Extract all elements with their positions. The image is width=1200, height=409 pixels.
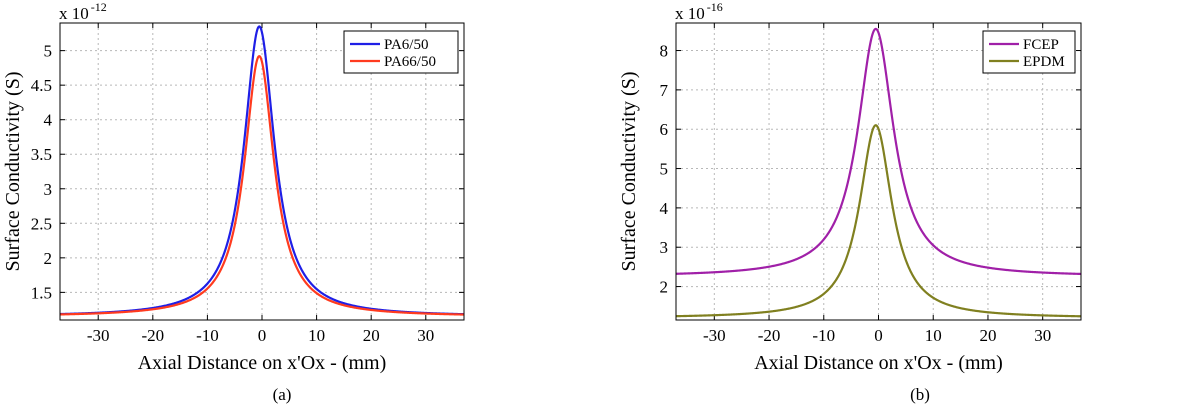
y-axis-label: Surface Conductivity (S) xyxy=(2,72,24,272)
y-tick-label: 2 xyxy=(660,278,669,297)
y-axis-label: Surface Conductivity (S) xyxy=(618,72,640,272)
legend-box xyxy=(982,30,1076,74)
y-multiplier-base: x 10 xyxy=(675,4,705,23)
y-tick-label: 4 xyxy=(44,111,53,130)
series-line-pa66-50 xyxy=(59,54,465,316)
x-tick-label: 10 xyxy=(308,326,325,345)
x-tick-label: 0 xyxy=(258,326,267,345)
series-line-epdm xyxy=(675,124,1082,318)
y-tick-label: 8 xyxy=(660,42,669,61)
x-axis-label: Axial Distance on x'Ox - (mm) xyxy=(138,352,387,374)
y-tick-label: 4 xyxy=(660,199,669,218)
x-tick-label: 30 xyxy=(417,326,434,345)
x-tick-label: 10 xyxy=(925,326,942,345)
y-multiplier: x 10 -16 xyxy=(675,0,723,23)
y-tick-label: 5 xyxy=(44,42,53,61)
x-tick-label: 20 xyxy=(979,326,996,345)
y-tick-label: 3 xyxy=(660,238,669,257)
y-tick-label: 5 xyxy=(660,160,669,179)
panel-caption: (b) xyxy=(910,385,930,404)
y-tick-label: 6 xyxy=(660,120,669,139)
y-multiplier-exponent: -16 xyxy=(707,0,723,14)
y-multiplier-exponent: -12 xyxy=(91,0,107,14)
x-tick-label: 30 xyxy=(1034,326,1051,345)
x-tick-label: 20 xyxy=(363,326,380,345)
x-axis-label: Axial Distance on x'Ox - (mm) xyxy=(754,352,1003,374)
y-tick-label: 1.5 xyxy=(31,283,52,302)
x-tick-label: 0 xyxy=(874,326,883,345)
y-tick-label: 2.5 xyxy=(31,214,52,233)
x-tick-label: -30 xyxy=(703,326,726,345)
y-multiplier: x 10 -12 xyxy=(59,0,107,23)
legend-label: PA6/50 xyxy=(384,37,428,53)
y-multiplier-base: x 10 xyxy=(59,4,89,23)
x-tick-label: -10 xyxy=(196,326,219,345)
chart-panel-a: -30 -20 -10 0 10 20 30 1.5 2 2.5 3 3.5 4 4.5 5 x 10 -12 P… xyxy=(2,0,465,404)
y-tick-label: 2 xyxy=(44,249,53,268)
legend-label: PA66/50 xyxy=(384,54,436,70)
axes-frame xyxy=(59,22,465,321)
x-tick-label: -10 xyxy=(812,326,835,345)
y-tick-label: 3 xyxy=(44,180,53,199)
y-tick-label: 4.5 xyxy=(31,76,52,95)
series-line-fcep xyxy=(675,27,1082,276)
axes-frame xyxy=(675,22,1082,321)
panel-caption: (a) xyxy=(273,385,292,404)
x-tick-label: -30 xyxy=(87,326,110,345)
y-tick-label: 7 xyxy=(660,81,669,100)
legend-label: EPDM xyxy=(1023,54,1065,70)
x-tick-label: -20 xyxy=(141,326,164,345)
legend-box xyxy=(343,30,459,74)
legend-label: FCEP xyxy=(1023,37,1059,53)
y-tick-label: 3.5 xyxy=(31,145,52,164)
x-tick-label: -20 xyxy=(758,326,781,345)
